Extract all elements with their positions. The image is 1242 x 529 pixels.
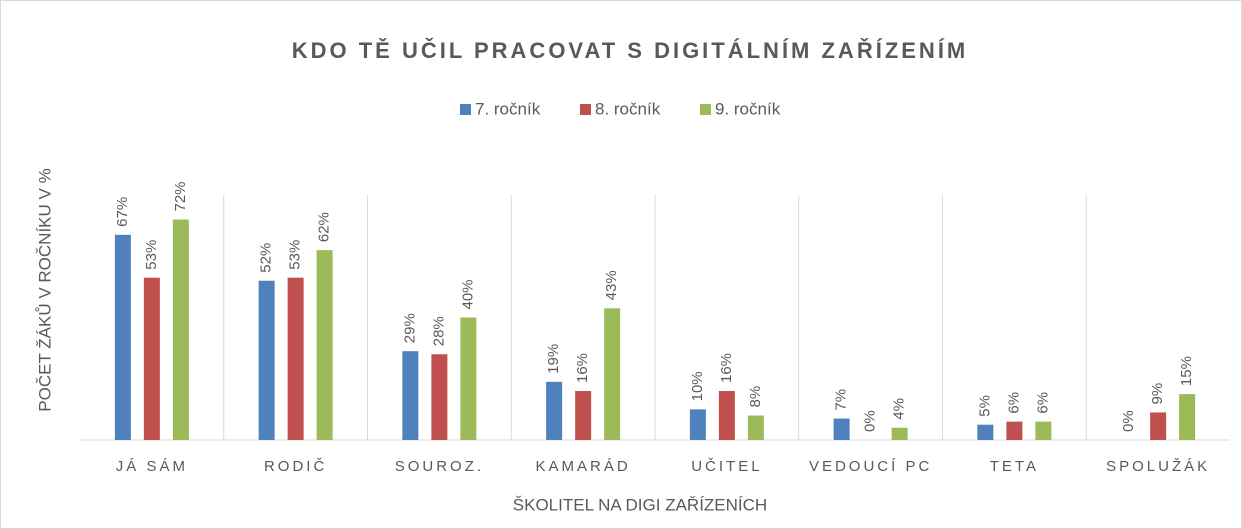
data-label: 72% <box>172 181 189 211</box>
x-tick-label: RODIČ <box>264 458 327 475</box>
data-label: 16% <box>574 353 591 383</box>
bar <box>172 219 189 440</box>
data-label: 0% <box>862 410 879 432</box>
bar <box>1006 421 1023 440</box>
data-label: 10% <box>689 371 706 401</box>
bar <box>575 391 592 440</box>
x-tick-label: VEDOUCÍ PC <box>809 458 932 475</box>
bar <box>287 277 304 440</box>
x-tick-label: SOUROZ. <box>395 458 484 475</box>
bar <box>833 418 850 440</box>
legend-label: 9. ročník <box>715 99 781 118</box>
x-tick-label: SPOLUŽÁK <box>1106 458 1210 475</box>
data-label: 40% <box>459 279 476 309</box>
data-label: 62% <box>316 212 333 242</box>
data-label: 6% <box>1005 392 1022 414</box>
data-label: 9% <box>1149 383 1166 405</box>
legend-swatch <box>580 104 591 115</box>
bar <box>977 424 994 440</box>
data-label: 19% <box>545 344 562 374</box>
data-label: 43% <box>603 270 620 300</box>
data-label: 15% <box>1178 356 1195 386</box>
bar <box>1035 421 1052 440</box>
x-tick-label: KAMARÁD <box>536 458 631 475</box>
data-label: 6% <box>1034 392 1051 414</box>
legend-swatch <box>460 104 471 115</box>
bar <box>891 427 908 440</box>
legend-label: 7. ročník <box>475 99 541 118</box>
legend-swatch <box>700 104 711 115</box>
data-label: 5% <box>976 395 993 417</box>
data-label: 28% <box>430 316 447 346</box>
data-label: 8% <box>747 386 764 408</box>
x-tick-label: JÁ SÁM <box>116 458 188 475</box>
bar <box>604 308 621 440</box>
data-label: 67% <box>114 197 131 227</box>
x-tick-label: TETA <box>990 458 1039 475</box>
legend-label: 8. ročník <box>595 99 661 118</box>
bar <box>1150 412 1167 440</box>
bar <box>689 409 706 440</box>
bar <box>114 234 131 440</box>
bar <box>546 381 563 440</box>
data-label: 4% <box>891 398 908 420</box>
bar <box>316 250 333 440</box>
data-label: 29% <box>401 313 418 343</box>
bar <box>431 354 448 440</box>
bar <box>143 277 160 440</box>
bar <box>718 391 735 440</box>
data-label: 0% <box>1120 410 1137 432</box>
bar <box>460 317 477 440</box>
y-axis-title: POČET ŽÁKŮ V ROČNÍKU V % <box>35 168 54 411</box>
data-label: 53% <box>143 240 160 270</box>
bar <box>402 351 419 440</box>
x-axis-title: ŠKOLITEL NA DIGI ZAŘÍZENÍCH <box>513 495 767 514</box>
data-label: 16% <box>718 353 735 383</box>
bar <box>258 280 275 440</box>
chart-title: KDO TĚ UČIL PRACOVAT S DIGITÁLNÍM ZAŘÍZE… <box>292 38 969 63</box>
x-tick-label: UČITEL <box>691 458 762 475</box>
data-label: 7% <box>833 389 850 411</box>
bar <box>747 415 764 440</box>
data-label: 53% <box>287 240 304 270</box>
bar <box>1179 394 1196 440</box>
data-label: 52% <box>258 243 275 273</box>
